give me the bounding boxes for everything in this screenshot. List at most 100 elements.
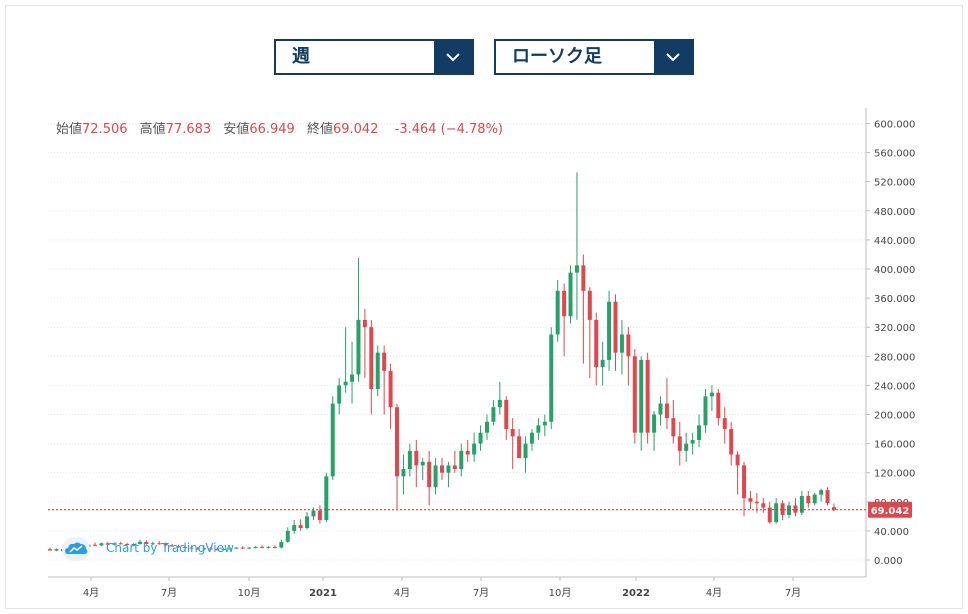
candle [658,396,663,426]
candle-body [825,490,830,504]
candle [131,543,136,547]
y-tick-label: 160.000 [874,440,915,451]
candle-body [260,546,265,548]
candle [253,546,258,549]
candle [375,345,380,397]
candle-body [285,530,290,542]
candle-body [594,319,599,368]
candle-body [664,403,669,419]
candle [626,327,631,386]
candle [330,396,335,480]
candle-body [350,374,355,382]
y-tick-label: 320.000 [874,323,915,334]
chart-type-select[interactable]: ローソク足 [494,39,694,75]
high-label: 高値 [139,122,166,137]
candle [549,327,554,430]
candle [613,294,618,371]
candle [195,546,200,550]
candle [690,432,695,455]
close-label: 終値 [306,122,333,137]
candle-body [697,425,702,440]
open-label: 始値 [56,122,83,137]
candle-body [812,494,817,504]
chart-type-dropdown-button[interactable] [654,41,692,73]
interval-dropdown-button[interactable] [434,41,472,73]
candle-body [414,450,419,466]
grid-lines [48,108,867,578]
candle-body [150,543,155,545]
x-tick-label: 2022 [622,588,650,599]
candle-body [510,429,515,437]
candle [350,341,355,404]
candle-body [279,541,284,548]
candle-body [433,465,438,488]
candle [118,541,123,545]
candle-body [709,392,714,397]
high-value: 77.683 [165,122,212,137]
candle-body [388,370,393,408]
interval-select-value: 週 [292,46,310,67]
candle-body [613,301,618,353]
candle [806,490,811,508]
candle-body [452,465,457,470]
candle-body [157,543,162,545]
open-value: 72.506 [82,122,128,137]
interval-select[interactable]: 週 [274,39,474,75]
candle [574,172,579,320]
candle [780,500,785,520]
candle [459,443,464,477]
x-tick-label: 7月 [161,587,177,599]
candle-body [407,450,412,470]
candle-body [324,476,329,520]
candle [395,403,400,510]
candle-body [118,543,123,545]
candle-body [105,543,110,545]
candle-body [195,548,200,550]
low-value: 66.949 [249,122,295,137]
candle-body [504,399,509,430]
candle-body [742,465,747,499]
candle-body [176,546,181,548]
candle [48,547,52,551]
y-tick-label: 520.000 [874,178,915,189]
candle [446,461,451,488]
candle-body [549,334,554,422]
candle [478,425,483,451]
x-tick-label: 10月 [238,587,261,599]
candle-body [600,359,605,368]
candle-body [189,547,194,549]
candle [504,396,509,440]
candle-body [240,547,245,549]
candle-body [356,319,361,375]
candle [240,546,245,550]
candle-body [317,510,322,520]
candle-body [536,425,541,433]
candle-body [671,418,676,437]
candle [137,539,142,545]
candle-body [131,543,136,545]
candle-body [581,265,586,291]
candle [356,258,361,382]
candle [170,543,175,547]
candle [645,352,650,444]
y-tick-label: 440.000 [874,236,915,247]
candle-body [330,403,335,477]
tradingview-watermark-text: Chart by TradingView [106,541,234,555]
candle [298,519,303,531]
candle [99,542,104,547]
candle [484,414,489,440]
candle-body [375,352,380,390]
candle-body [523,443,528,459]
candle-body [137,541,142,544]
x-tick-label: 4月 [83,587,99,599]
candle [812,493,817,506]
candle-body [478,432,483,444]
ohlc-legend: 始値72.506 高値77.683 安値66.949 終値69.042 -3.4… [56,118,503,137]
candle-body [684,443,689,451]
candle-body [305,516,310,528]
candle [388,363,393,430]
y-tick-label: 560.000 [874,149,915,160]
candle [247,546,252,550]
chevron-down-icon [666,53,680,62]
